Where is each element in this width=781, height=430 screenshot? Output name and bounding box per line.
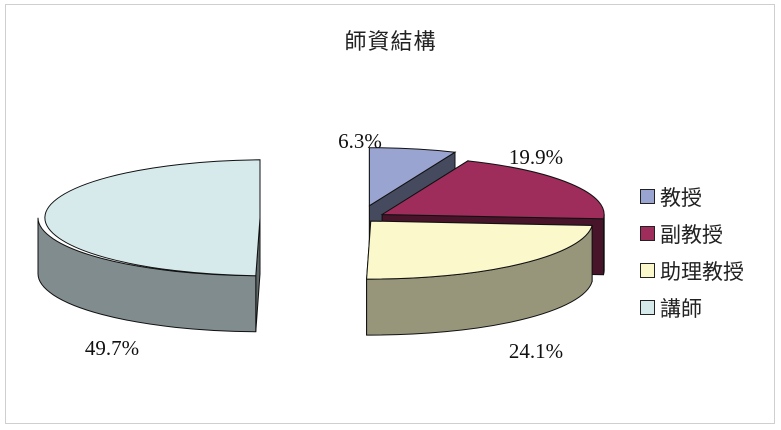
legend-label: 教授 <box>660 185 702 210</box>
chart-legend: 教授副教授助理教授講師 <box>640 178 778 326</box>
legend-label: 助理教授 <box>660 259 744 284</box>
legend-item-assistant-professor: 助理教授 <box>640 252 778 289</box>
legend-item-associate-professor: 副教授 <box>640 215 778 252</box>
legend-item-lecturer: 講師 <box>640 289 778 326</box>
label-lecturer: 49.7% <box>85 336 139 360</box>
label-assistant-professor: 24.1% <box>509 339 563 363</box>
label-professor: 6.3% <box>338 129 382 153</box>
chart-title: 師資結構 <box>344 30 437 55</box>
slice-assistant-professor <box>366 220 593 336</box>
legend-swatch <box>640 189 655 204</box>
label-associate-professor: 19.9% <box>509 145 563 169</box>
slice-lecturer <box>37 159 261 333</box>
legend-swatch <box>640 300 655 315</box>
legend-label: 講師 <box>660 296 702 321</box>
legend-label: 副教授 <box>660 222 723 247</box>
legend-swatch <box>640 226 655 241</box>
legend-item-professor: 教授 <box>640 178 778 215</box>
legend-swatch <box>640 263 655 278</box>
